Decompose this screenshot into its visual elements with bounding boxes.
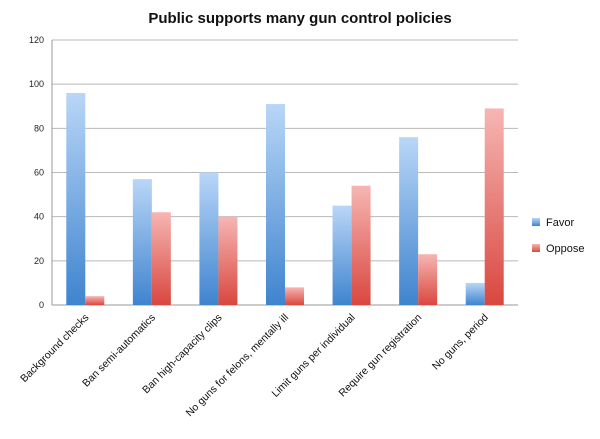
bar-oppose-6 (484, 108, 504, 305)
bar-favor-1 (132, 179, 152, 305)
bar-oppose-3 (285, 287, 304, 305)
bar-favor-6 (465, 282, 485, 305)
chart-title: Public supports many gun control policie… (148, 10, 451, 27)
x-category-label: Background checks (18, 312, 91, 385)
legend-label-oppose: Oppose (546, 243, 585, 255)
x-category-label: Ban semi-automatics (80, 312, 158, 390)
bar-favor-0 (66, 93, 86, 305)
y-tick-label: 20 (34, 256, 44, 266)
y-tick-label: 60 (34, 168, 44, 178)
legend-swatch-oppose (532, 244, 540, 252)
bar-favor-2 (199, 172, 219, 305)
bars (66, 93, 504, 306)
bar-oppose-2 (218, 216, 238, 305)
bar-oppose-1 (151, 212, 171, 305)
bar-favor-4 (332, 205, 352, 305)
y-tick-label: 80 (34, 123, 44, 133)
bar-oppose-5 (418, 254, 438, 305)
y-axis-ticks: 0 20 40 60 80 100 120 (29, 35, 44, 310)
legend-label-favor: Favor (546, 217, 574, 229)
bar-oppose-0 (85, 296, 105, 305)
y-tick-label: 0 (39, 300, 44, 310)
y-tick-label: 100 (29, 79, 44, 89)
x-category-label: No guns, period (430, 312, 491, 373)
legend: Favor Oppose (532, 217, 585, 255)
bar-oppose-4 (351, 185, 371, 305)
bar-favor-5 (399, 137, 419, 305)
y-tick-label: 40 (34, 212, 44, 222)
bar-favor-3 (266, 104, 285, 306)
y-tick-label: 120 (29, 35, 44, 45)
legend-swatch-favor (532, 218, 540, 226)
